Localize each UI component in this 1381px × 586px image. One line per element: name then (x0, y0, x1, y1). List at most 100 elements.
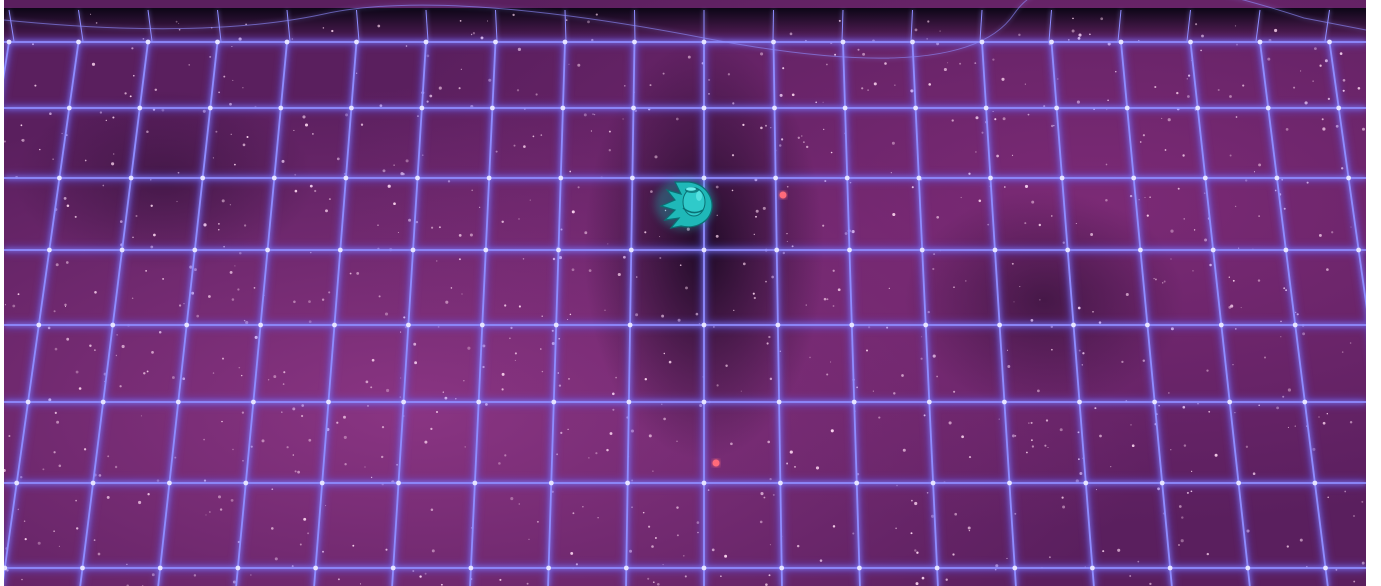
star (1350, 226, 1352, 228)
star (1234, 411, 1236, 414)
grid-node (558, 175, 564, 181)
grid-node (326, 399, 331, 405)
star (510, 497, 514, 501)
grid-line-horizon-extension (1255, 9, 1261, 43)
star (1161, 282, 1164, 284)
star (1117, 548, 1121, 552)
star (755, 215, 757, 218)
player-spaceship-icon[interactable] (655, 178, 715, 230)
grid-node (200, 175, 206, 181)
star (1252, 472, 1256, 475)
star (230, 133, 232, 135)
star (583, 113, 587, 117)
star (1232, 279, 1235, 282)
star (237, 288, 240, 291)
star (58, 464, 62, 468)
star (1115, 71, 1117, 73)
game-viewport[interactable] (4, 0, 1366, 586)
star (570, 551, 574, 555)
star (1027, 113, 1030, 116)
star (587, 20, 590, 24)
grid-node (997, 322, 1002, 328)
star (440, 583, 443, 586)
star (964, 280, 967, 282)
star (1078, 33, 1082, 37)
star (851, 230, 855, 234)
star (607, 243, 609, 245)
star (1178, 544, 1180, 546)
star (1246, 529, 1250, 533)
star (1294, 425, 1296, 427)
star (242, 459, 244, 462)
star (303, 517, 307, 521)
star (715, 185, 719, 189)
game-scene[interactable] (4, 0, 1366, 586)
star (1341, 351, 1344, 353)
star (469, 233, 473, 237)
star (791, 245, 794, 248)
star (617, 272, 621, 277)
star (304, 123, 309, 127)
star (1318, 233, 1322, 237)
grid-line-vertical (235, 41, 288, 586)
star (232, 448, 234, 451)
star (1258, 215, 1260, 217)
star (755, 209, 759, 213)
star (286, 446, 289, 449)
star (175, 20, 178, 23)
red-orb-icon[interactable] (712, 459, 720, 467)
horizon-shadow (4, 8, 1366, 44)
star (852, 532, 855, 535)
grid-node (701, 322, 707, 328)
grid-node (1312, 480, 1318, 486)
grid-node (1274, 175, 1280, 181)
star (458, 87, 461, 90)
star (1208, 410, 1211, 413)
grid-nodes (4, 39, 1361, 571)
star (438, 86, 442, 90)
star (328, 291, 331, 294)
grid-node (1336, 105, 1342, 111)
star (153, 233, 156, 237)
star (242, 87, 244, 89)
star (760, 52, 764, 56)
star (293, 300, 296, 304)
star (902, 448, 906, 452)
grid-node (343, 175, 349, 181)
grid-node (988, 175, 993, 181)
star (595, 13, 598, 16)
grid-node (913, 105, 918, 111)
star (933, 253, 936, 256)
star (884, 62, 887, 65)
star (1082, 352, 1085, 355)
star (414, 361, 418, 365)
star (767, 440, 771, 444)
star (1161, 117, 1163, 119)
grid-node (284, 39, 290, 45)
grid-node (847, 247, 852, 253)
star (740, 390, 742, 392)
star (994, 118, 997, 121)
grid-node (701, 247, 707, 253)
star (644, 378, 647, 381)
star (1048, 556, 1051, 559)
red-orb-icon[interactable] (779, 191, 787, 199)
star (826, 298, 829, 301)
star (1234, 205, 1237, 208)
star (299, 543, 302, 546)
star (1170, 258, 1172, 260)
star (459, 20, 462, 22)
star (1287, 388, 1291, 392)
star (936, 375, 938, 378)
star (888, 287, 890, 289)
star (261, 439, 265, 443)
grid-node (80, 565, 85, 571)
star (1051, 348, 1053, 351)
star (499, 578, 502, 581)
star (834, 53, 837, 56)
grid-node (926, 399, 932, 405)
star (238, 366, 241, 369)
star (914, 549, 917, 552)
grid-line-vertical (842, 41, 861, 586)
star (119, 385, 122, 388)
